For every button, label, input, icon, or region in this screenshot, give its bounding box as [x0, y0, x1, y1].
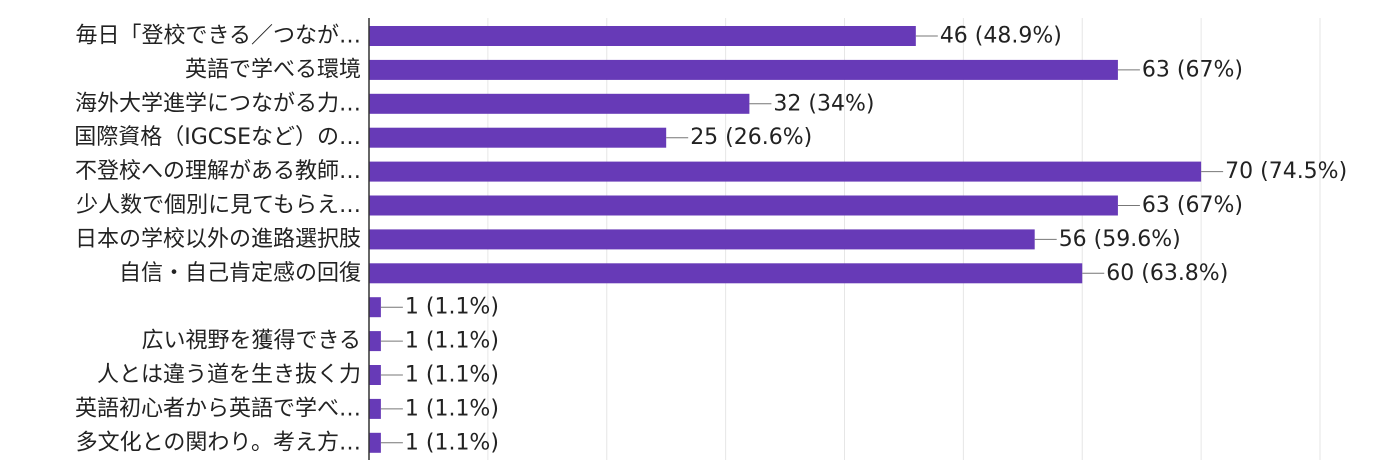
data-label: 1 (1.1%) — [405, 329, 499, 354]
category-label: 自信・自己肯定感の回復 — [119, 261, 361, 286]
category-label: 不登校への理解がある教師… — [75, 159, 361, 184]
bar — [369, 263, 1083, 284]
category-label: 日本の学校以外の進路選択肢 — [75, 227, 361, 252]
bar — [369, 59, 1118, 80]
data-label: 1 (1.1%) — [405, 295, 499, 320]
category-label: 国際資格（IGCSEなど）の… — [74, 125, 361, 150]
bar — [369, 229, 1035, 250]
bar — [369, 365, 381, 385]
data-label: 1 (1.1%) — [405, 363, 499, 388]
data-label: 56 (59.6%) — [1059, 227, 1181, 252]
bars — [369, 26, 1202, 453]
bar — [369, 398, 381, 419]
category-label: 英語初心者から英語で学べ… — [75, 396, 361, 421]
bar — [369, 331, 381, 352]
data-label: 70 (74.5%) — [1225, 159, 1347, 184]
bar — [369, 26, 916, 46]
category-label: 人とは違う道を生き抜く力 — [97, 363, 361, 388]
data-label: 1 (1.1%) — [405, 396, 499, 421]
data-label: 25 (26.6%) — [690, 125, 812, 150]
bar — [369, 161, 1202, 182]
category-label: 広い視野を獲得できる — [141, 329, 361, 354]
data-label: 63 (67%) — [1142, 57, 1243, 82]
bar — [369, 195, 1118, 216]
data-label: 63 (67%) — [1142, 193, 1243, 218]
bar — [369, 432, 381, 453]
category-label: 少人数で個別に見てもらえ… — [76, 193, 361, 218]
data-label: 60 (63.8%) — [1106, 261, 1228, 286]
bar — [369, 127, 667, 148]
category-label: 英語で学べる環境 — [185, 57, 361, 82]
data-labels: 46 (48.9%) 63 (67%) 32 (34%) 25 (26.6%) 70 (… — [380, 24, 1347, 455]
category-label: 多文化との関わり。考え方… — [76, 430, 361, 455]
data-label: 1 (1.1%) — [405, 430, 499, 455]
category-label: 海外大学進学につながる力… — [75, 91, 361, 116]
data-label: 32 (34%) — [773, 91, 874, 116]
category-label: 毎日「登校できる／つなが… — [75, 24, 361, 49]
bar — [369, 297, 381, 318]
data-label: 46 (48.9%) — [940, 24, 1062, 49]
bar — [369, 93, 750, 114]
